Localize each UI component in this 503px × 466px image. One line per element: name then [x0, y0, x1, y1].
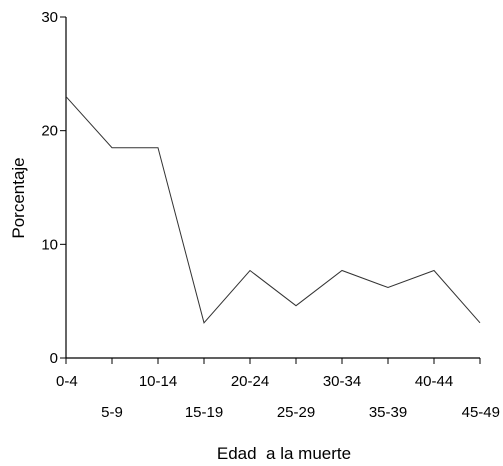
y-tick-label: 20 [41, 123, 58, 140]
y-axis-label: Porcentaje [9, 157, 28, 238]
x-tick-label: 5-9 [101, 404, 123, 421]
x-tick-label: 35-39 [369, 404, 407, 421]
x-tick-label: 15-19 [185, 404, 223, 421]
x-tick-label: 40-44 [415, 373, 453, 390]
y-axis: 0 10 20 30 [41, 9, 67, 367]
y-tick-label: 10 [41, 236, 58, 253]
x-tick-label: 45-49 [462, 404, 500, 421]
x-tick-label: 0-4 [56, 373, 78, 390]
y-tick-label: 0 [50, 350, 58, 367]
x-tick-label: 25-29 [277, 404, 315, 421]
x-tick-label: 30-34 [323, 373, 361, 390]
x-axis: 0-4 5-9 10-14 15-19 20-24 25-29 30-34 35-39 40-4… [56, 357, 500, 421]
x-tick-label: 10-14 [139, 373, 177, 390]
series-line [65, 96, 481, 324]
x-tick-label: 20-24 [231, 373, 269, 390]
x-axis-label: Edad a la muerte [217, 444, 351, 463]
y-tick-label: 30 [41, 9, 58, 26]
plot-area [66, 96, 480, 322]
